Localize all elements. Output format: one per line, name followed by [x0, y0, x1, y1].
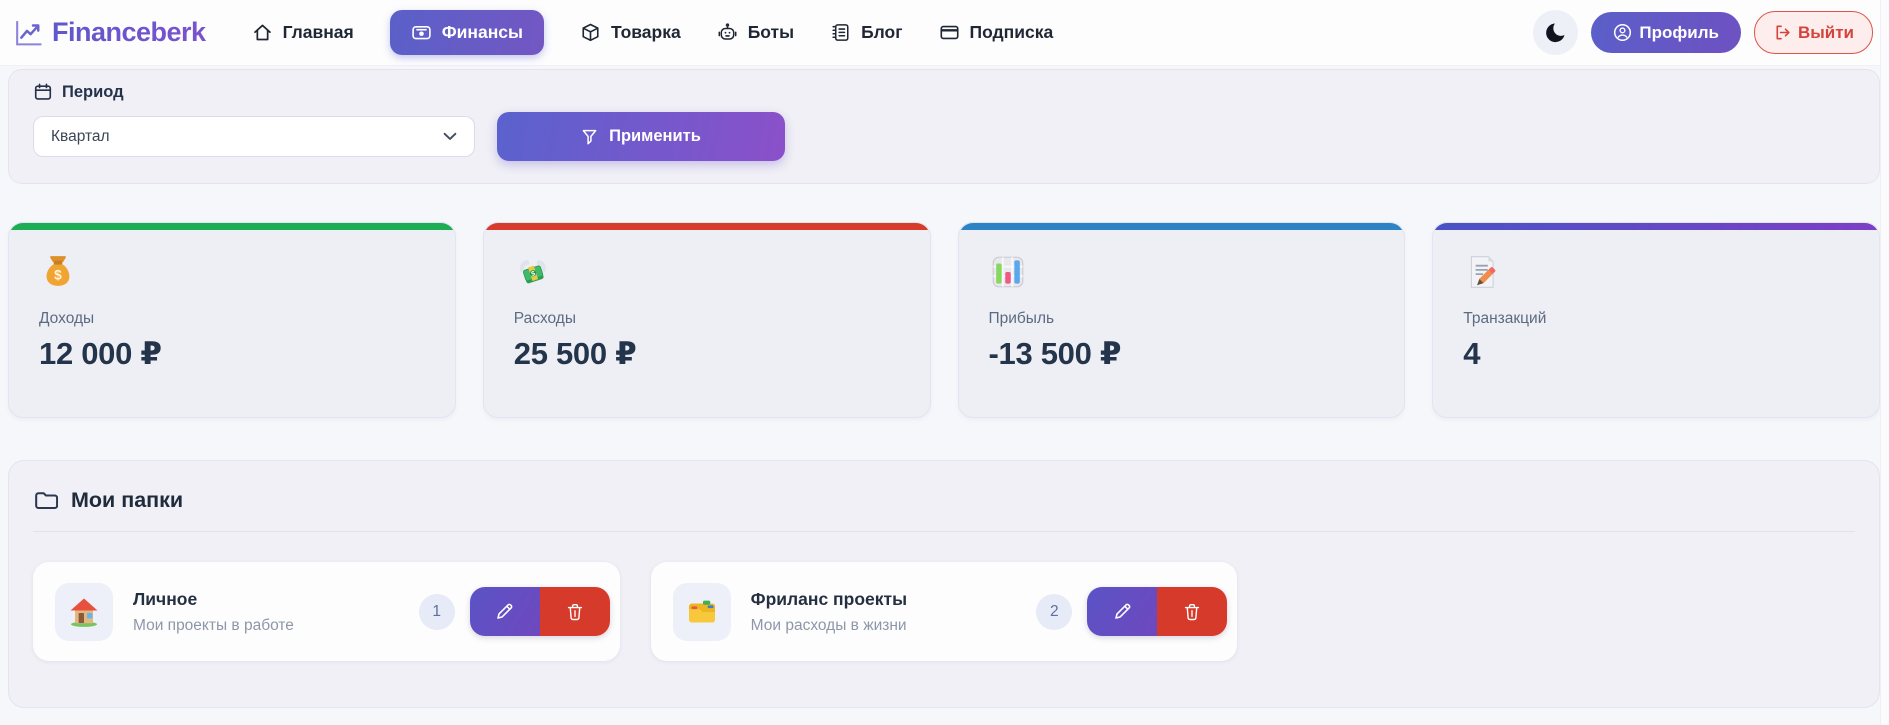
- credit-card-icon: [939, 22, 960, 43]
- apply-filter-button[interactable]: Применить: [497, 112, 785, 161]
- nav-label: Финансы: [441, 22, 523, 42]
- chevron-down-icon: [443, 132, 457, 141]
- stat-accent-bar: [9, 223, 455, 230]
- delete-folder-button[interactable]: [539, 587, 610, 636]
- nav-item-finances[interactable]: Финансы: [389, 10, 544, 55]
- header: Financeberk Главная Финансы: [0, 0, 1889, 66]
- folder-subtitle: Мои расходы в жизни: [750, 616, 907, 634]
- filter-controls: Квартал Применить: [33, 112, 1855, 161]
- nav-item-goods[interactable]: Товарка: [580, 22, 681, 43]
- folder-card-freelance[interactable]: Фриланс проекты Мои расходы в жизни 2: [650, 562, 1238, 661]
- folder-count-badge: 2: [1036, 593, 1073, 630]
- stat-label: Прибыль: [988, 310, 1055, 327]
- moon-icon: [1544, 21, 1567, 44]
- period-select[interactable]: Квартал: [33, 116, 475, 157]
- calendar-icon: [33, 82, 53, 102]
- folder-subtitle: Мои проекты в работе: [133, 616, 294, 634]
- nav-label: Боты: [747, 22, 795, 42]
- pencil-icon: [494, 601, 515, 622]
- folder-card-personal[interactable]: Личное Мои проекты в работе 1: [33, 562, 620, 661]
- edit-folder-button[interactable]: [1087, 587, 1158, 636]
- stat-accent-bar: [483, 223, 930, 230]
- nav-item-subscription[interactable]: Подписка: [939, 22, 1054, 43]
- logout-button[interactable]: Выйти: [1753, 11, 1873, 54]
- trend-chart-icon: [12, 17, 43, 48]
- robot-icon: [717, 22, 738, 43]
- folder-icon: [33, 488, 58, 513]
- stat-value: 25 500 ₽: [513, 336, 637, 371]
- stat-value: -13 500 ₽: [988, 336, 1122, 371]
- apply-filter-label: Применить: [609, 127, 701, 145]
- funnel-icon: [581, 128, 598, 146]
- person-icon: [1613, 23, 1632, 42]
- folder-title: Личное: [133, 588, 198, 609]
- header-actions: Профиль Выйти: [1533, 10, 1873, 55]
- stat-accent-bar: [958, 223, 1405, 230]
- stat-card-transactions: Транзакций 4: [1432, 222, 1880, 418]
- folder-tile: [55, 582, 113, 641]
- svg-text:$: $: [54, 267, 62, 282]
- scrollbar[interactable]: [1880, 0, 1889, 725]
- stat-accent-bar: [1433, 223, 1879, 230]
- trash-icon: [1182, 602, 1202, 622]
- period-label-row: Период: [33, 82, 1855, 102]
- stat-label: Транзакций: [1463, 310, 1547, 327]
- stat-value: 12 000 ₽: [39, 336, 162, 371]
- nav-label: Блог: [861, 22, 903, 42]
- nav-item-bots[interactable]: Боты: [717, 22, 794, 43]
- stat-card-expenses: $ Расходы 25 500 ₽: [482, 222, 931, 418]
- notepad-icon: [830, 22, 851, 43]
- brand-logo[interactable]: Financeberk: [12, 17, 206, 48]
- folders-header: Мои папки: [33, 488, 1855, 532]
- nav-label: Товарка: [610, 22, 681, 42]
- period-label: Период: [62, 82, 124, 101]
- bar-chart-icon: [989, 253, 1375, 291]
- folder-actions: [469, 587, 610, 636]
- profile-label: Профиль: [1639, 22, 1719, 42]
- stats-row: $ Доходы 12 000 ₽ $: [8, 222, 1880, 418]
- main-nav: Главная Финансы Товарка: [252, 10, 1054, 55]
- stat-label: Расходы: [513, 310, 576, 327]
- nav-item-blog[interactable]: Блог: [830, 22, 903, 43]
- folder-tile: [672, 582, 731, 641]
- home-icon: [252, 22, 273, 43]
- folder-tabs-icon: [684, 594, 720, 630]
- box-icon: [580, 22, 601, 43]
- folders-grid: Личное Мои проекты в работе 1: [33, 562, 1855, 661]
- stat-value: 4: [1463, 336, 1481, 371]
- folders-title: Мои папки: [71, 488, 184, 512]
- period-select-value: Квартал: [51, 127, 110, 145]
- trash-icon: [565, 602, 585, 622]
- nav-label: Главная: [282, 22, 354, 42]
- profile-button[interactable]: Профиль: [1591, 12, 1741, 53]
- svg-text:$: $: [530, 270, 536, 278]
- money-wings-icon: $: [514, 253, 900, 291]
- nav-item-home[interactable]: Главная: [252, 22, 354, 43]
- folder-count-badge: 1: [418, 593, 455, 630]
- folder-texts: Фриланс проекты Мои расходы в жизни: [751, 589, 1037, 635]
- stat-card-income: $ Доходы 12 000 ₽: [8, 222, 456, 418]
- banknote-icon: [411, 22, 432, 43]
- logout-icon: [1773, 23, 1792, 42]
- delete-folder-button[interactable]: [1157, 587, 1228, 636]
- edit-folder-button[interactable]: [469, 587, 540, 636]
- logout-label: Выйти: [1797, 22, 1854, 42]
- money-bag-icon: $: [39, 253, 425, 291]
- brand-name: Financeberk: [52, 17, 206, 47]
- folder-texts: Личное Мои проекты в работе: [133, 589, 419, 635]
- stat-card-profit: Прибыль -13 500 ₽: [957, 222, 1406, 418]
- memo-icon: [1463, 253, 1849, 291]
- theme-toggle-button[interactable]: [1533, 10, 1579, 55]
- period-filter-panel: Период Квартал Применить: [8, 69, 1880, 184]
- folders-section: Мои папки Личное Мои проекты в работе: [8, 460, 1880, 708]
- nav-label: Подписка: [969, 22, 1054, 42]
- house-emoji-icon: [66, 594, 102, 630]
- folder-actions: [1087, 587, 1228, 636]
- stat-label: Доходы: [39, 310, 95, 327]
- folders-grid-empty-cell: [1268, 562, 1855, 661]
- folder-title: Фриланс проекты: [750, 588, 908, 609]
- pencil-icon: [1112, 601, 1133, 622]
